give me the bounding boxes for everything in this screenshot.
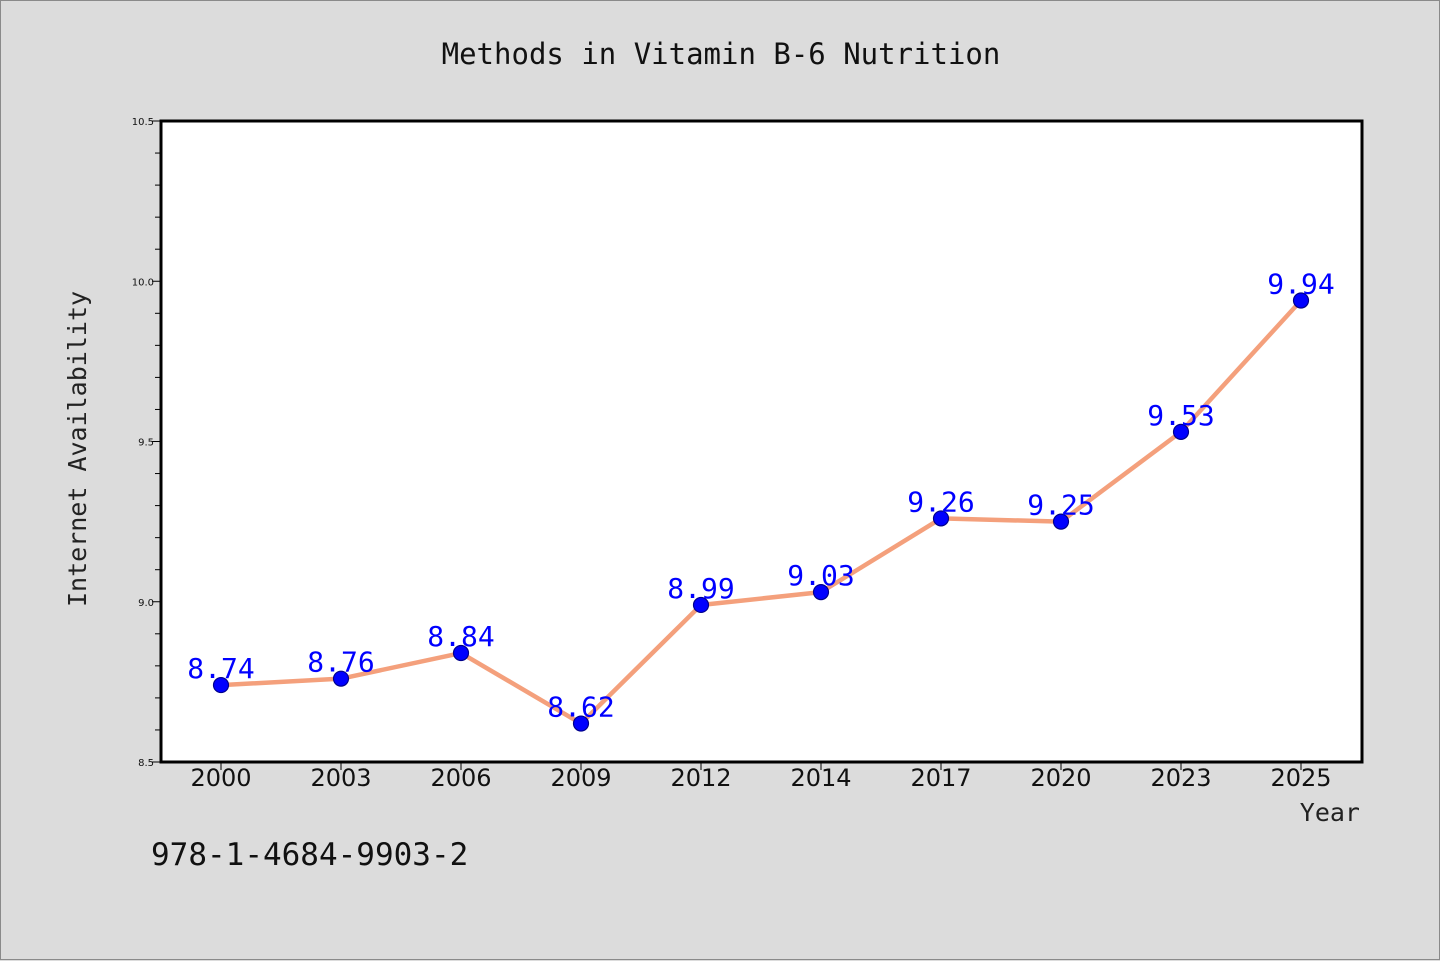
x-tick-label: 2006 <box>430 764 491 792</box>
plot-border <box>159 119 1364 764</box>
data-point <box>452 644 470 662</box>
x-tick-label: 2003 <box>310 764 371 792</box>
x-tick-label: 2020 <box>1030 764 1091 792</box>
data-label: 8.84 <box>427 620 494 653</box>
data-point <box>932 510 950 527</box>
data-label: 9.26 <box>907 485 974 518</box>
x-axis-ticks: 2000 2003 2006 2009 2012 2014 2017 2020 2023 2025 <box>190 762 1332 792</box>
data-label: 9.25 <box>1027 489 1094 522</box>
data-label: 8.99 <box>667 572 734 605</box>
y-tick-label: 10.5 <box>132 117 154 128</box>
x-tick-label: 2000 <box>190 764 251 792</box>
plot-area <box>161 121 1362 762</box>
series-markers <box>212 292 1310 732</box>
data-label: 9.53 <box>1147 399 1214 432</box>
y-tick-label: 10.0 <box>132 277 154 288</box>
series-data-labels: 8.74 8.76 8.84 8.62 8.99 9.03 9.26 9.25 9.53 9.94 <box>187 267 1334 723</box>
data-label: 8.76 <box>307 646 374 679</box>
chart-title: Methods in Vitamin B-6 Nutrition <box>442 37 1001 71</box>
data-point <box>1292 292 1310 309</box>
data-point <box>212 676 230 694</box>
y-axis-ticks: 8.5 9.0 9.5 10.0 10.5 <box>132 117 161 769</box>
data-point <box>332 670 350 687</box>
data-point <box>1052 513 1070 530</box>
x-tick-label: 2017 <box>910 764 971 792</box>
series-line <box>218 298 1304 726</box>
y-axis-label: Internet Availability <box>63 291 92 607</box>
data-point <box>1172 423 1190 440</box>
isbn-footnote: 978-1-4684-9903-2 <box>151 837 468 873</box>
x-tick-label: 2009 <box>550 764 611 792</box>
x-tick-label: 2012 <box>670 764 731 792</box>
x-tick-label: 2025 <box>1270 764 1331 792</box>
data-point <box>692 596 710 614</box>
data-point <box>572 715 590 732</box>
y-tick-label: 8.5 <box>138 758 154 769</box>
data-label: 9.94 <box>1267 267 1334 300</box>
data-point <box>812 584 830 601</box>
data-label: 8.74 <box>187 652 254 685</box>
x-axis-label: Year <box>1300 798 1360 827</box>
x-tick-label: 2014 <box>790 764 851 792</box>
data-label: 8.62 <box>547 691 614 724</box>
x-tick-label: 2023 <box>1150 764 1211 792</box>
data-label: 9.03 <box>787 559 854 592</box>
y-tick-label: 9.5 <box>138 438 154 449</box>
y-tick-label: 9.0 <box>138 598 154 609</box>
